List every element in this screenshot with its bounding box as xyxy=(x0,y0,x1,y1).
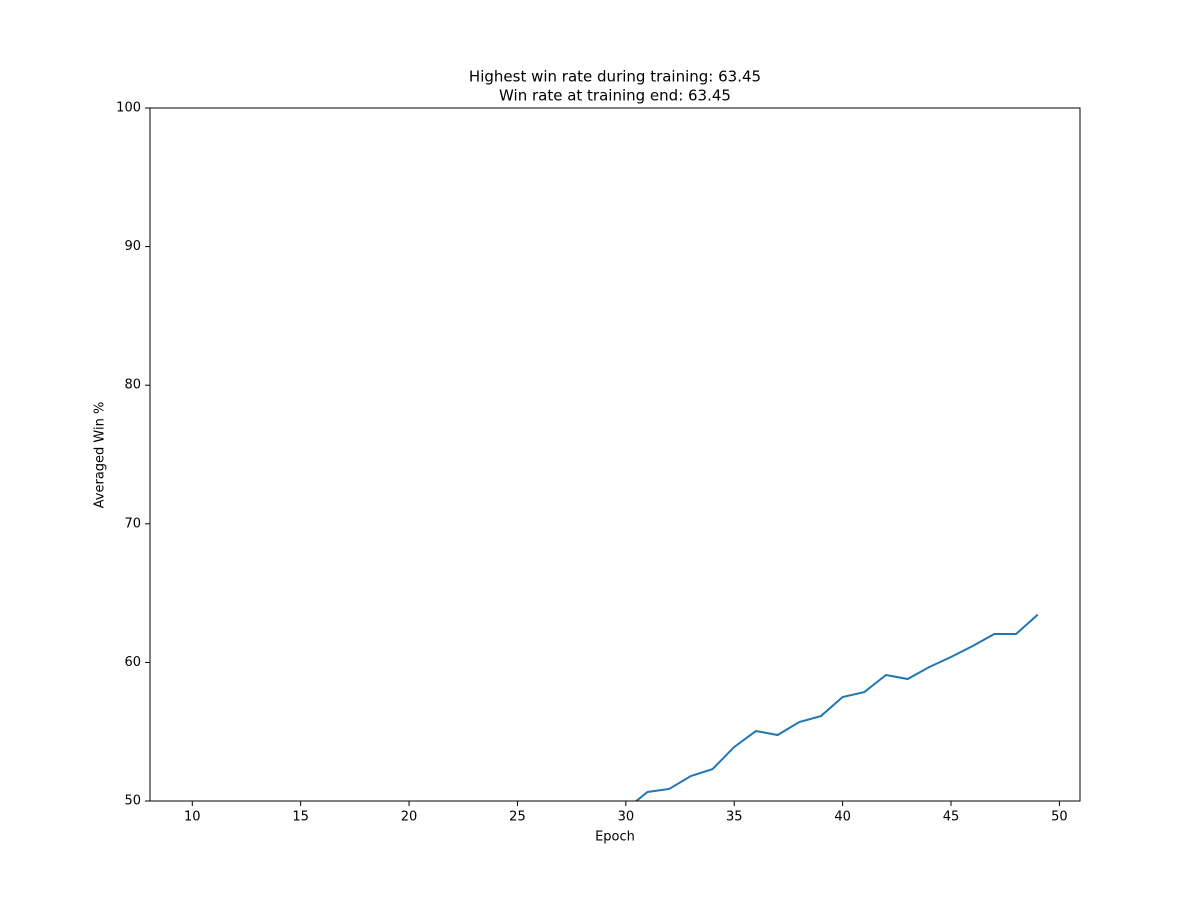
x-tick-label: 40 xyxy=(834,810,851,825)
y-tick-label: 60 xyxy=(124,655,141,670)
x-tick-label: 25 xyxy=(509,810,526,825)
x-tick-label: 45 xyxy=(943,810,960,825)
chart-title: Highest win rate during training: 63.45 xyxy=(469,68,761,86)
plot-frame xyxy=(149,107,1081,802)
chart-title: Win rate at training end: 63.45 xyxy=(499,87,731,105)
y-axis-label: Averaged Win % xyxy=(93,402,108,509)
x-tick-label: 30 xyxy=(618,810,635,825)
y-tick-label: 50 xyxy=(124,794,141,809)
x-tick-label: 15 xyxy=(292,810,309,825)
data-line xyxy=(634,613,1039,801)
x-tick-label: 20 xyxy=(401,810,418,825)
x-tick-label: 35 xyxy=(726,810,743,825)
x-tick-label: 50 xyxy=(1051,810,1068,825)
y-tick-label: 100 xyxy=(116,101,141,116)
x-tick-label: 10 xyxy=(184,810,201,825)
y-tick-label: 70 xyxy=(124,516,141,531)
x-axis-label: Epoch xyxy=(595,830,635,845)
y-tick-label: 90 xyxy=(124,239,141,254)
y-tick-label: 80 xyxy=(124,378,141,393)
